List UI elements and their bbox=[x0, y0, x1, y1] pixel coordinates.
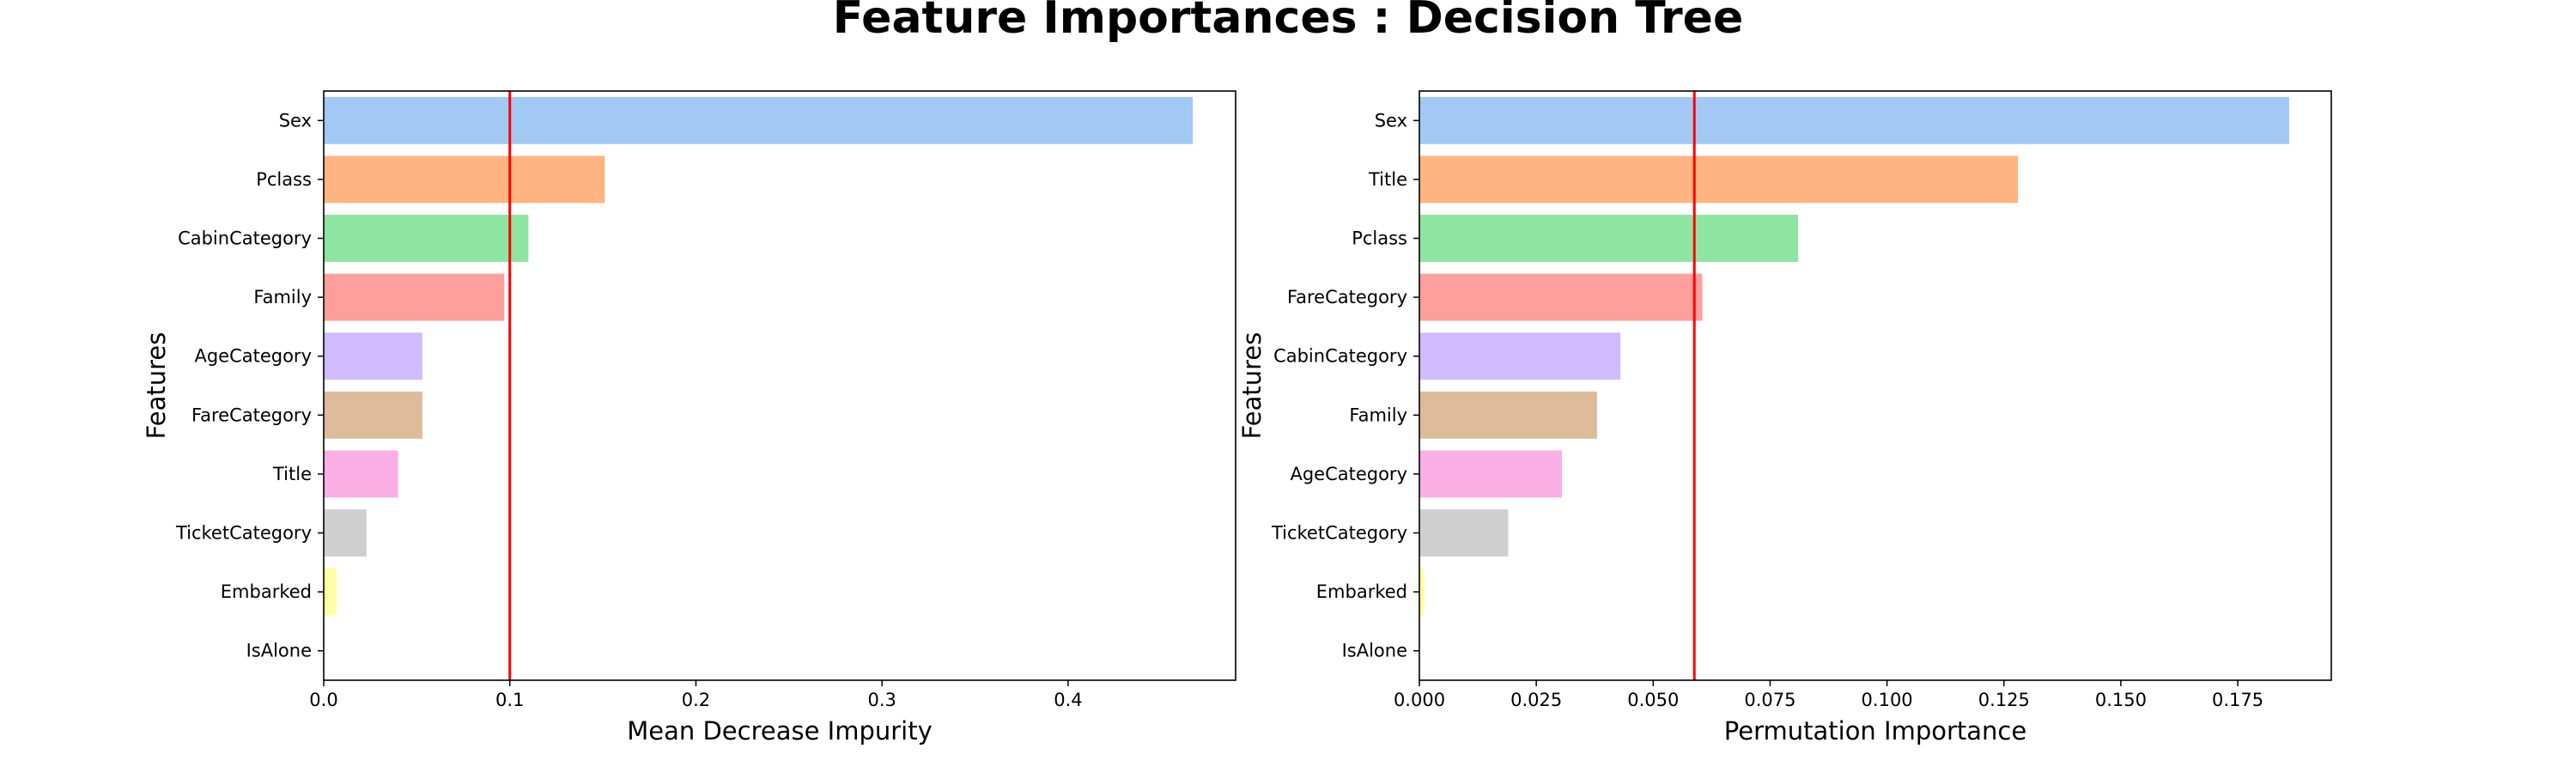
x-tick-label: 0.075 bbox=[1744, 690, 1795, 710]
bar-embarked bbox=[1419, 568, 1425, 616]
x-tick-label: 0.125 bbox=[1978, 690, 2030, 710]
figure-title: Feature Importances : Decision Tree bbox=[833, 0, 1743, 44]
y-tick-label: Pclass bbox=[1352, 228, 1407, 249]
y-tick-label: IsAlone bbox=[1342, 641, 1407, 661]
bar-cabincategory bbox=[1419, 332, 1621, 380]
chart-1: Sex Pclass CabinCategory Family AgeCategory F… bbox=[142, 90, 1236, 746]
x-tick-label: 0.025 bbox=[1510, 690, 1562, 710]
x-tick-label: 0.050 bbox=[1627, 690, 1679, 710]
y-tick-label: IsAlone bbox=[246, 641, 312, 661]
bar-agecategory bbox=[324, 332, 422, 380]
y-tick-label: FareCategory bbox=[191, 405, 312, 425]
bar-sex bbox=[324, 96, 1194, 144]
x-tick-label: 0.2 bbox=[682, 690, 710, 710]
bar-pclass bbox=[1419, 215, 1799, 262]
bar-agecategory bbox=[1419, 450, 1563, 498]
bar-farecategory bbox=[1419, 273, 1703, 321]
y-tick-label: Embarked bbox=[1316, 581, 1407, 602]
x-tick-label: 0.175 bbox=[2212, 690, 2263, 710]
y-tick-label: Title bbox=[272, 464, 312, 484]
x-tick-label: 0.100 bbox=[1862, 690, 1913, 710]
y-tick-label: Family bbox=[1349, 405, 1407, 425]
bar-family bbox=[1419, 391, 1597, 439]
x-tick-label: 0.1 bbox=[495, 690, 524, 710]
y-axis-label: Features bbox=[142, 332, 171, 440]
bar-cabincategory bbox=[324, 215, 529, 262]
y-tick-label: TicketCategory bbox=[1271, 523, 1407, 544]
y-axis-label: Features bbox=[1237, 332, 1267, 440]
y-tick-label: Sex bbox=[279, 110, 312, 131]
plot-frame bbox=[1419, 90, 2332, 681]
y-tick-label: FareCategory bbox=[1287, 287, 1407, 307]
y-tick-label: Embarked bbox=[221, 581, 312, 602]
y-tick-label: TicketCategory bbox=[175, 523, 312, 544]
bar-pclass bbox=[324, 155, 605, 204]
bar-sex bbox=[1419, 96, 2289, 144]
bar-embarked bbox=[324, 568, 337, 616]
x-tick-label: 0.150 bbox=[2095, 690, 2147, 710]
bar-title bbox=[324, 450, 398, 498]
x-tick-label: 0.3 bbox=[868, 690, 896, 710]
plot-frame bbox=[323, 90, 1236, 681]
chart-2: Sex Title Pclass FareCategory CabinCategory F… bbox=[1237, 90, 2332, 746]
x-axis-label: Permutation Importance bbox=[1724, 716, 2026, 746]
bar-farecategory bbox=[324, 391, 422, 439]
x-tick-label: 0.000 bbox=[1394, 690, 1445, 710]
y-tick-label: Pclass bbox=[256, 169, 312, 190]
bar-title bbox=[1419, 155, 2019, 204]
y-tick-label: AgeCategory bbox=[194, 346, 312, 367]
y-tick-label: AgeCategory bbox=[1290, 464, 1407, 484]
y-tick-label: Title bbox=[1368, 169, 1407, 190]
x-axis-label: Mean Decrease Impurity bbox=[627, 716, 933, 746]
y-tick-label: Sex bbox=[1375, 110, 1407, 131]
bar-ticketcategory bbox=[324, 509, 367, 557]
x-tick-label: 0.0 bbox=[309, 690, 337, 710]
bar-ticketcategory bbox=[1419, 509, 1509, 557]
x-tick-label: 0.4 bbox=[1054, 690, 1082, 710]
charts-container: Sex Pclass CabinCategory Family AgeCategory F… bbox=[142, 90, 2332, 746]
y-tick-label: Family bbox=[253, 287, 312, 307]
y-tick-label: CabinCategory bbox=[178, 228, 312, 249]
bar-family bbox=[324, 273, 505, 321]
y-tick-label: CabinCategory bbox=[1273, 346, 1407, 367]
